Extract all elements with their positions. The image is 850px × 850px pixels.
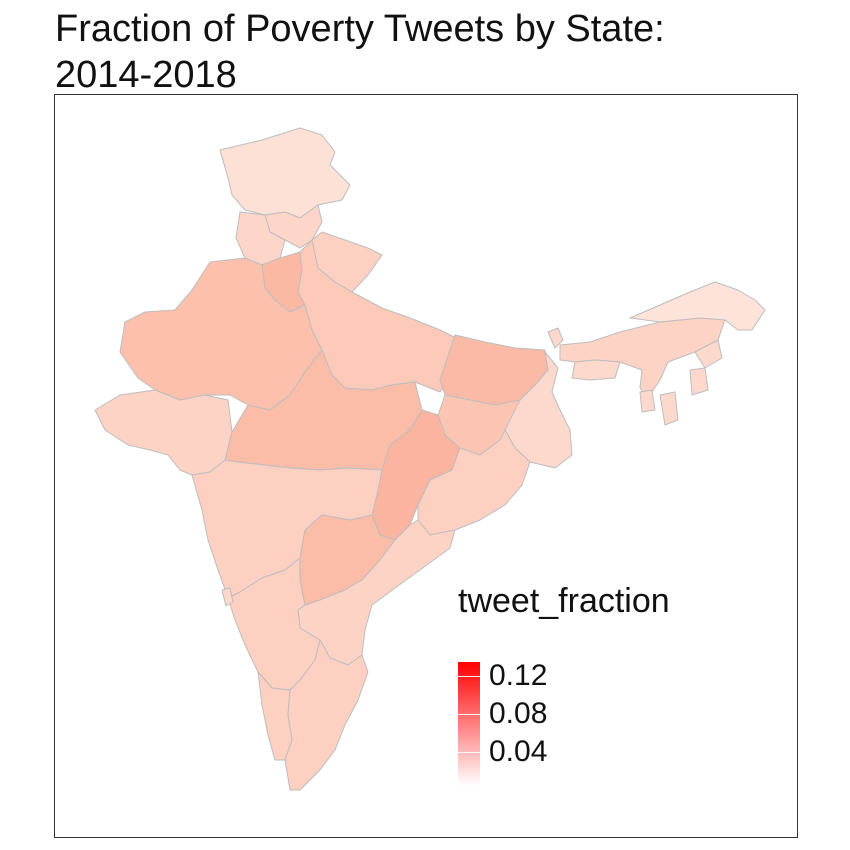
map-title: Fraction of Poverty Tweets by State: 201… bbox=[55, 6, 665, 98]
state-manipur bbox=[689, 367, 709, 396]
state-nagaland bbox=[694, 339, 723, 369]
state-goa bbox=[221, 587, 234, 607]
legend-title: tweet_fraction bbox=[458, 582, 670, 620]
state-uttar-pradesh bbox=[297, 239, 461, 393]
state-odisha bbox=[417, 429, 531, 536]
state-karnataka bbox=[227, 557, 321, 691]
title-line-1: Fraction of Poverty Tweets by State: bbox=[55, 8, 665, 50]
legend-color-bar bbox=[458, 662, 480, 786]
state-tamil-nadu bbox=[284, 639, 369, 791]
legend-label-mid: 0.08 bbox=[489, 697, 548, 730]
state-west-bengal bbox=[504, 351, 573, 469]
state-arunachal-pradesh bbox=[629, 281, 766, 331]
legend-tick bbox=[458, 714, 480, 715]
state-meghalaya bbox=[571, 359, 621, 381]
state-jammu-kashmir bbox=[219, 127, 351, 219]
legend-tick bbox=[458, 752, 480, 753]
state-tripura bbox=[639, 389, 656, 413]
title-line-2: 2014-2018 bbox=[55, 54, 237, 96]
legend-tick bbox=[458, 676, 480, 677]
state-gujarat bbox=[94, 389, 233, 476]
state-sikkim bbox=[547, 327, 564, 349]
legend-label-high: 0.12 bbox=[489, 659, 548, 692]
legend-label-low: 0.04 bbox=[489, 735, 548, 768]
state-mizoram bbox=[659, 391, 679, 426]
